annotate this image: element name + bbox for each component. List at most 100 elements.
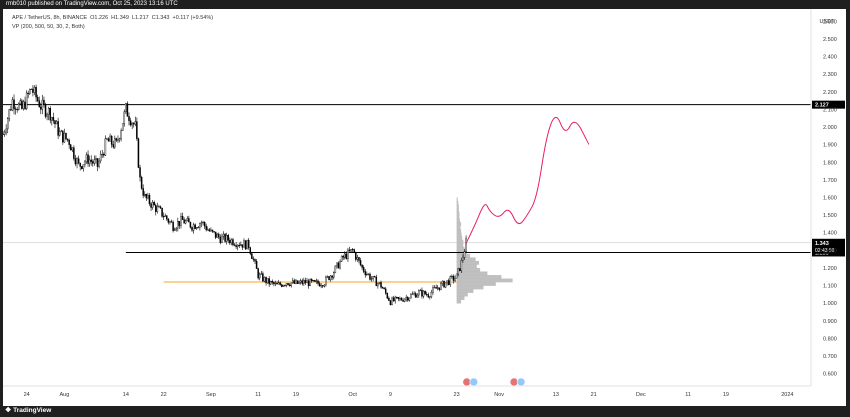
- candle-body: [25, 92, 28, 109]
- candle-body: [375, 276, 378, 287]
- candle-body: [372, 276, 374, 279]
- candle-body: [17, 103, 20, 110]
- candle-body: [77, 158, 80, 164]
- y-tick-label: 1.000: [823, 301, 837, 307]
- legend-change: +0.117 (+9.54%): [172, 15, 214, 21]
- candle-body: [194, 224, 196, 229]
- volume-profile-bar: [456, 253, 471, 258]
- candle-body: [328, 276, 330, 281]
- candle-body: [399, 298, 401, 300]
- y-tick-label: 2.200: [823, 90, 837, 96]
- y-tick-label: 1.800: [823, 160, 837, 166]
- candle-body: [79, 162, 81, 167]
- candle-body: [112, 144, 115, 148]
- candle-body: [392, 297, 395, 302]
- candle-body: [158, 206, 160, 208]
- candle-body: [277, 282, 280, 285]
- candle-body: [66, 138, 69, 141]
- candle-body: [38, 100, 40, 108]
- candle-body: [27, 92, 29, 94]
- candle-body: [270, 280, 272, 285]
- x-tick-label: 19: [293, 392, 299, 398]
- candle-body: [273, 282, 275, 285]
- candle-body: [377, 283, 379, 287]
- candle-body: [331, 275, 333, 278]
- candle-body: [5, 128, 7, 133]
- candle-body: [359, 260, 362, 266]
- y-tick-label: 2.100: [823, 107, 837, 113]
- candle-body: [178, 221, 181, 226]
- candle-body: [240, 244, 242, 246]
- candle-body: [295, 280, 297, 284]
- candle-body: [260, 273, 263, 275]
- candle-body: [123, 111, 126, 124]
- candle-body: [454, 278, 456, 281]
- candle-body: [63, 132, 66, 143]
- candle-body: [233, 244, 236, 246]
- legend-line-2[interactable]: VP (200, 500, 50, 30, 2, Both): [12, 24, 88, 30]
- candle-body: [121, 123, 124, 131]
- candle-body: [170, 221, 173, 223]
- candle-body: [21, 100, 23, 109]
- candle-body: [224, 233, 226, 242]
- candle-body: [310, 278, 313, 282]
- candle-body: [429, 296, 431, 298]
- candle-body: [369, 273, 371, 280]
- candle-body: [150, 203, 152, 208]
- candle-body: [436, 287, 439, 289]
- candle-body: [418, 290, 420, 296]
- candle-body: [236, 244, 239, 248]
- candle-body: [361, 264, 363, 268]
- candle-body: [339, 261, 341, 269]
- candle-body: [384, 288, 387, 294]
- candle-body: [92, 161, 94, 164]
- x-tick-label: 23: [454, 392, 460, 398]
- y-tick-label: 1.500: [823, 213, 837, 219]
- candle-body: [71, 147, 74, 151]
- candle-body: [181, 215, 184, 220]
- current-price-tag: [812, 238, 845, 254]
- candle-body: [351, 249, 354, 251]
- candle-body: [257, 268, 259, 279]
- candle-body: [147, 195, 149, 199]
- x-tick-label: Oct: [348, 392, 357, 398]
- candle-body: [191, 227, 193, 231]
- candle-body: [32, 88, 34, 93]
- indicator-label[interactable]: VP (200, 500, 50, 30, 2, Both): [12, 24, 85, 30]
- candle-body: [323, 284, 326, 287]
- legend-symbol: APE / TetherUS, 8h, BINANCE: [12, 15, 88, 21]
- candle-body: [156, 206, 159, 212]
- candle-body: [440, 283, 442, 290]
- candle-body: [408, 297, 411, 301]
- candle-body: [161, 207, 163, 217]
- candle-body: [175, 227, 178, 231]
- candle-body: [118, 138, 121, 141]
- candle-body: [410, 294, 412, 299]
- candle-body: [262, 273, 264, 282]
- legend-line-1: APE / TetherUS, 8h, BINANCE O1.226 H1.349 L…: [12, 15, 216, 21]
- candle-body: [172, 222, 174, 231]
- candle-body: [350, 249, 352, 252]
- x-tick-label: Sep: [206, 392, 216, 398]
- candle-body: [29, 89, 31, 94]
- candle-body: [353, 249, 355, 253]
- candle-body: [333, 272, 335, 278]
- candle-body: [103, 153, 105, 156]
- candle-body: [62, 130, 64, 143]
- candle-body: [46, 114, 48, 117]
- candle-body: [459, 268, 461, 271]
- candle-body: [229, 240, 231, 244]
- candle-body: [57, 121, 59, 136]
- volume-profile: [456, 197, 513, 304]
- candle-body: [427, 294, 430, 298]
- volume-profile-bar: [456, 204, 459, 209]
- candle-body: [265, 277, 267, 284]
- candle-body: [218, 233, 220, 238]
- volume-profile-bar: [456, 225, 461, 230]
- candle-body: [52, 117, 55, 121]
- candle-body: [413, 293, 415, 295]
- candle-body: [87, 154, 89, 164]
